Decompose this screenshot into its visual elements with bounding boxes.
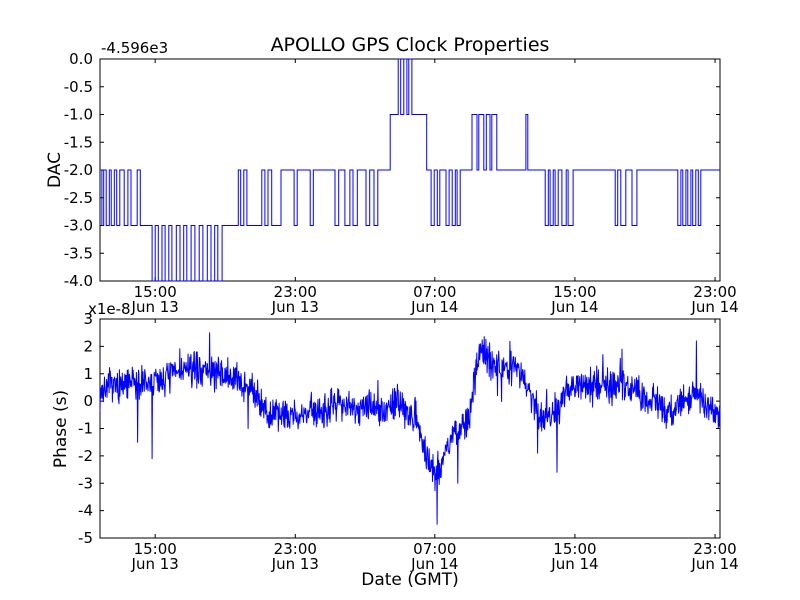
y-tick-label: -3.5 [64, 244, 93, 262]
y-tick-label: -0.5 [64, 78, 93, 96]
y-tick-label: 1 [83, 365, 93, 383]
y-tick-label: -3 [78, 474, 93, 492]
x-tick-time-label: 07:00 [413, 540, 456, 558]
y-tick-label: -2 [78, 447, 93, 465]
y-tick-label: -3.0 [64, 217, 93, 235]
x-tick-time-label: 15:00 [553, 540, 596, 558]
x-tick-time-label: 15:00 [553, 283, 596, 301]
y-tick-label: -1 [78, 420, 93, 438]
y-tick-label: -2.5 [64, 189, 93, 207]
axes-frame [99, 318, 721, 539]
y-tick-label: 2 [83, 337, 93, 355]
x-tick-time-label: 23:00 [693, 283, 736, 301]
x-tick-date-label: Jun 14 [550, 298, 598, 316]
x-tick-date-label: Jun 14 [410, 555, 458, 573]
phase-offset-label: x1e-8 [88, 300, 131, 318]
x-tick-time-label: 15:00 [134, 283, 177, 301]
x-tick-time-label: 23:00 [274, 540, 317, 558]
x-tick-time-label: 23:00 [274, 283, 317, 301]
y-tick-label: -4.0 [64, 272, 93, 290]
phase-line [99, 332, 721, 525]
y-tick-label: 3 [83, 310, 93, 328]
x-tick-time-label: 15:00 [134, 540, 177, 558]
y-tick-label: -2.0 [64, 161, 93, 179]
y-tick-label: -5 [78, 529, 93, 547]
dac-offset-label: -4.596e3 [101, 39, 168, 57]
y-tick-label: -1.5 [64, 133, 93, 151]
dac-line [100, 58, 720, 282]
x-tick-date-label: Jun 14 [550, 555, 598, 573]
x-tick-date-label: Jun 13 [131, 298, 179, 316]
x-axis-label: Date (GMT) [361, 570, 459, 590]
phase-axis-label: Phase (s) [51, 390, 71, 468]
x-tick-time-label: 07:00 [413, 283, 456, 301]
y-tick-label: -4 [78, 502, 93, 520]
x-tick-date-label: Jun 14 [410, 298, 458, 316]
y-tick-label: -1.0 [64, 106, 93, 124]
y-tick-label: 0.0 [69, 50, 93, 68]
dac-subplot: 0.0 -0.5 -1.0 -1.5 -2.0 -2.5 -3.0 -3.5 -4.0 15:00… [64, 50, 739, 316]
y-tick-label: 0 [83, 392, 93, 410]
x-tick-date-label: Jun 13 [271, 555, 319, 573]
x-tick-date-label: Jun 14 [690, 298, 738, 316]
dac-axis-label: DAC [45, 152, 65, 188]
x-tick-time-label: 23:00 [693, 540, 736, 558]
x-tick-date-label: Jun 14 [690, 555, 738, 573]
chart-title: APOLLO GPS Clock Properties [271, 34, 550, 56]
x-tick-date-label: Jun 13 [131, 555, 179, 573]
x-tick-date-label: Jun 13 [271, 298, 319, 316]
